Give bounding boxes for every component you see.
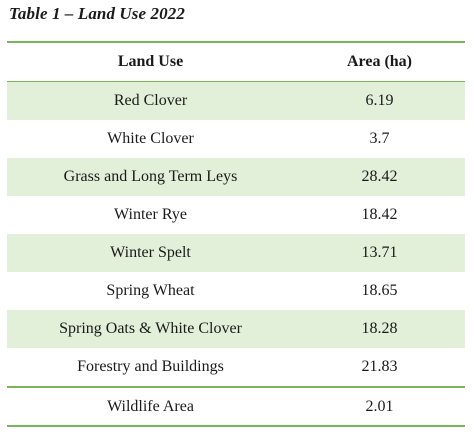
table-row: Grass and Long Term Leys 28.42	[7, 158, 465, 196]
land-use-cell: Grass and Long Term Leys	[63, 168, 238, 185]
table-row: Forestry and Buildings 21.83	[7, 348, 465, 386]
table-row: Spring Wheat 18.65	[7, 272, 465, 310]
land-use-cell: Spring Oats & White Clover	[59, 320, 242, 337]
area-cell: 18.65	[361, 282, 398, 299]
area-cell: 2.01	[365, 397, 394, 415]
area-cell: 6.19	[365, 92, 394, 109]
area-cell: 21.83	[361, 358, 398, 375]
table-total-row: Wildlife Area 2.01	[7, 386, 465, 427]
table-row: White Clover 3.7	[7, 120, 465, 158]
area-cell: 13.71	[361, 244, 398, 261]
table-row: Spring Oats & White Clover 18.28	[7, 310, 465, 348]
land-use-cell: Spring Wheat	[106, 282, 195, 299]
land-use-cell: Winter Rye	[114, 206, 187, 223]
table-header-row: Land Use Area (ha)	[7, 43, 465, 82]
table-row: Red Clover 6.19	[7, 82, 465, 120]
table-caption: Table 1 – Land Use 2022	[9, 4, 185, 23]
land-use-cell: Winter Spelt	[110, 244, 191, 261]
area-cell: 18.28	[361, 320, 398, 337]
land-use-table: Land Use Area (ha) Red Clover 6.19 White…	[7, 41, 465, 427]
area-cell: 3.7	[369, 130, 390, 147]
land-use-cell: Red Clover	[113, 92, 188, 109]
area-cell: 18.42	[361, 206, 398, 223]
table-row: Winter Spelt 13.71	[7, 234, 465, 272]
land-use-cell: White Clover	[107, 130, 194, 147]
column-header-land-use: Land Use	[117, 53, 184, 70]
land-use-cell: Wildlife Area	[107, 397, 194, 415]
land-use-cell: Forestry and Buildings	[77, 358, 224, 375]
area-cell: 28.42	[361, 168, 398, 185]
column-header-area: Area (ha)	[346, 53, 413, 70]
table-row: Winter Rye 18.42	[7, 196, 465, 234]
